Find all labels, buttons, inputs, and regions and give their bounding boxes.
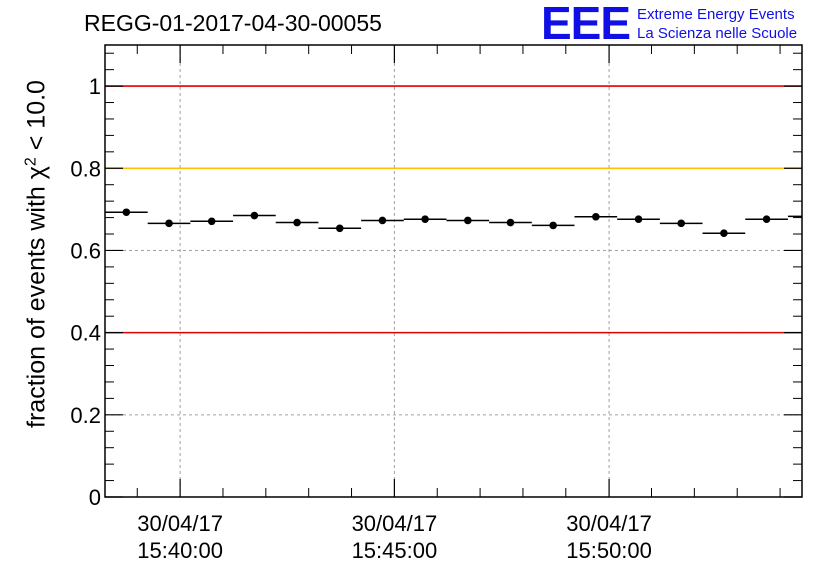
data-point xyxy=(549,221,557,230)
data-point xyxy=(421,215,429,224)
data-point xyxy=(463,216,472,225)
axes: 00.20.40.60.8130/04/1715:40:0030/04/1715… xyxy=(70,45,802,563)
y-tick-label: 0 xyxy=(89,485,101,510)
y-tick-label: 0.8 xyxy=(70,156,101,181)
data-point xyxy=(762,215,771,224)
x-tick-date-label: 30/04/17 xyxy=(352,511,438,536)
grid xyxy=(105,45,802,498)
data-point xyxy=(207,217,216,226)
data-point xyxy=(335,224,344,233)
data-point xyxy=(293,218,301,227)
data-point xyxy=(677,219,686,228)
data-point xyxy=(592,212,600,221)
data-point xyxy=(250,211,259,220)
data-point xyxy=(506,218,515,227)
plot-frame xyxy=(104,44,803,498)
data-series xyxy=(105,208,802,237)
x-tick-date-label: 30/04/17 xyxy=(137,511,223,536)
y-tick-label: 0.4 xyxy=(70,321,101,346)
data-point xyxy=(634,215,643,224)
x-tick-date-label: 30/04/17 xyxy=(566,511,652,536)
y-tick-label: 0.2 xyxy=(70,403,101,428)
reference-lines xyxy=(105,85,802,334)
y-tick-label: 1 xyxy=(89,74,101,99)
data-point xyxy=(378,216,387,225)
logo-tagline-2: La Scienza nelle Scuole xyxy=(637,25,798,42)
logo-tagline-1: Extreme Energy Events xyxy=(637,6,795,23)
y-tick-label: 0.6 xyxy=(70,238,101,263)
data-point xyxy=(165,219,173,228)
eee-logo: EEE xyxy=(541,0,631,49)
data-point xyxy=(720,229,728,237)
x-tick-time-label: 15:50:00 xyxy=(566,538,652,563)
x-tick-time-label: 15:45:00 xyxy=(352,538,438,563)
data-point xyxy=(122,208,131,217)
x-tick-time-label: 15:40:00 xyxy=(137,538,223,563)
chart-title: REGG-01-2017-04-30-00055 xyxy=(84,10,382,36)
